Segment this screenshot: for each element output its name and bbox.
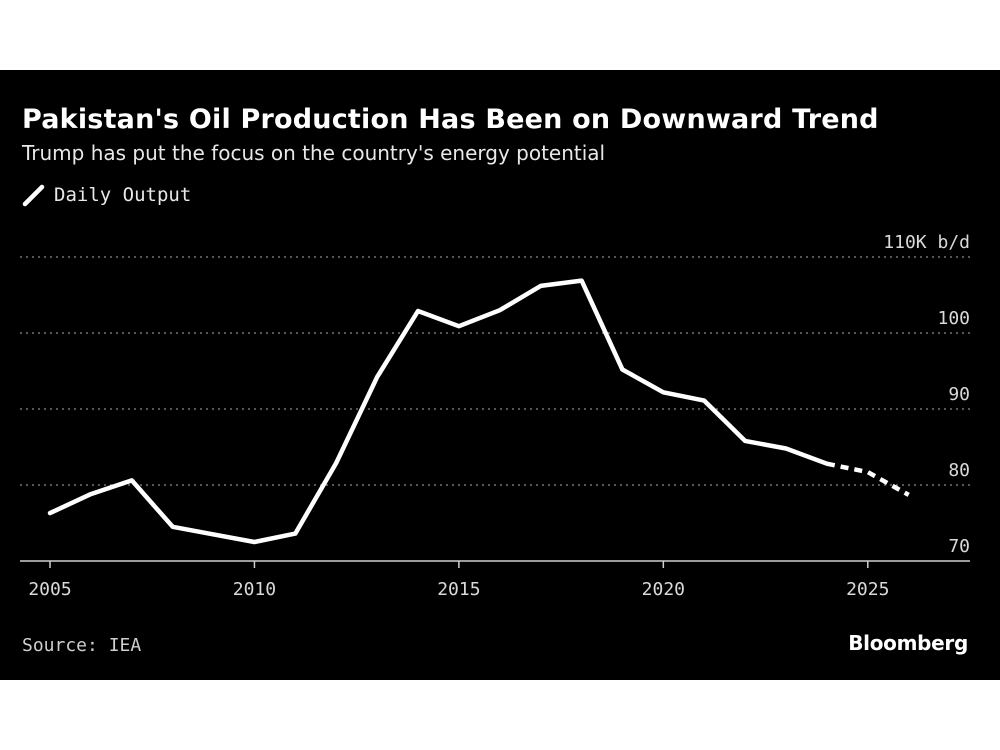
series-line-daily-output <box>47 278 830 545</box>
tick-labels: 70 80 90 100 110K b/d 2005 2010 2015 2020 2025 <box>28 232 970 600</box>
legend: Daily Output <box>22 183 191 207</box>
chart-subtitle: Trump has put the focus on the country's… <box>22 141 606 165</box>
x-tick-label: 2025 <box>846 579 889 600</box>
x-tick-label: 2020 <box>642 579 685 600</box>
source-note: Source: IEA <box>22 635 142 656</box>
y-tick-label: 110K b/d <box>883 232 970 253</box>
brand-logo: Bloomberg <box>848 631 968 655</box>
chart-panel: Pakistan's Oil Production Has Been on Do… <box>0 70 1000 680</box>
x-tick-label: 2010 <box>233 579 276 600</box>
x-tick-label: 2015 <box>437 579 480 600</box>
y-tick-label: 70 <box>948 536 970 557</box>
y-tick-label: 90 <box>948 384 970 405</box>
axes <box>20 560 970 568</box>
line-swatch-icon <box>22 184 45 207</box>
series-line-projection <box>826 461 910 497</box>
series <box>47 278 910 545</box>
line-chart: 70 80 90 100 110K b/d 2005 2010 2015 2020 2025 <box>20 232 970 600</box>
chart-title: Pakistan's Oil Production Has Been on Do… <box>22 104 879 135</box>
y-tick-label: 100 <box>937 308 970 329</box>
gridlines <box>20 256 970 486</box>
x-tick-label: 2005 <box>28 579 71 600</box>
legend-label: Daily Output <box>54 184 192 206</box>
y-tick-label: 80 <box>948 460 970 481</box>
